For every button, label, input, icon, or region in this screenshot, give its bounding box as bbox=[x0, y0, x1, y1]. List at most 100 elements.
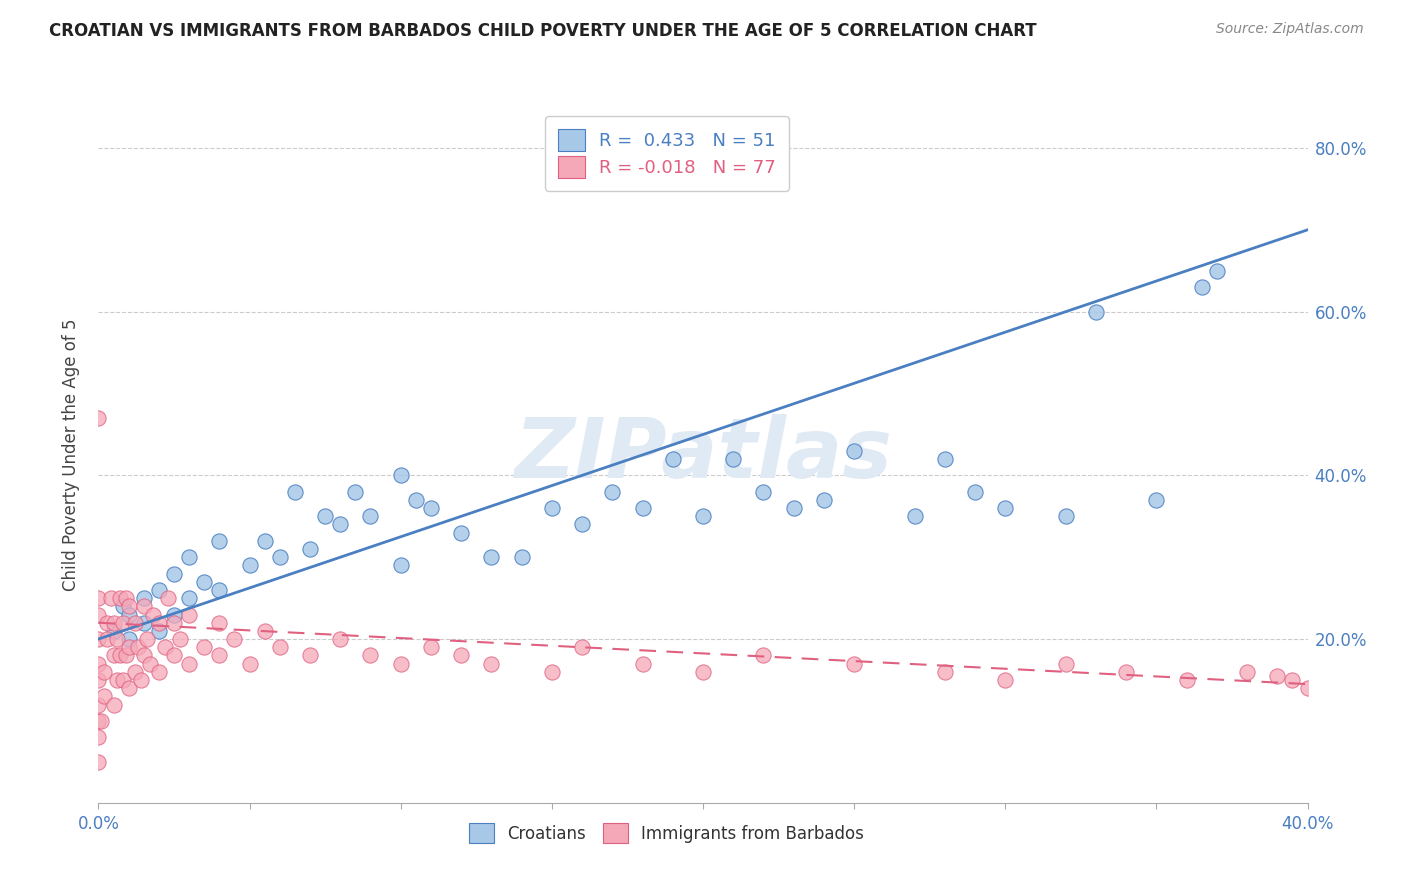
Point bbox=[1296, 681, 1319, 696]
Point bbox=[111, 615, 134, 630]
Point bbox=[114, 591, 136, 606]
Point bbox=[420, 501, 443, 516]
Point bbox=[87, 755, 110, 769]
Point bbox=[163, 648, 186, 663]
Point bbox=[87, 714, 110, 728]
Point bbox=[142, 607, 165, 622]
Point bbox=[389, 657, 412, 671]
Point bbox=[93, 665, 115, 679]
Point bbox=[844, 657, 866, 671]
Point bbox=[208, 648, 231, 663]
Point bbox=[179, 591, 201, 606]
Text: CROATIAN VS IMMIGRANTS FROM BARBADOS CHILD POVERTY UNDER THE AGE OF 5 CORRELATIO: CROATIAN VS IMMIGRANTS FROM BARBADOS CHI… bbox=[49, 22, 1036, 40]
Point bbox=[329, 517, 352, 532]
Point bbox=[124, 615, 146, 630]
Point bbox=[994, 673, 1017, 687]
Point bbox=[179, 607, 201, 622]
Point bbox=[224, 632, 246, 646]
Point bbox=[156, 591, 179, 606]
Point bbox=[93, 690, 115, 704]
Point bbox=[1191, 280, 1213, 294]
Point bbox=[103, 648, 125, 663]
Point bbox=[118, 607, 141, 622]
Point bbox=[450, 525, 472, 540]
Point bbox=[87, 657, 110, 671]
Point bbox=[87, 731, 110, 745]
Point bbox=[96, 632, 118, 646]
Point bbox=[1281, 673, 1303, 687]
Point bbox=[87, 591, 110, 606]
Point bbox=[208, 533, 231, 548]
Point bbox=[360, 509, 382, 524]
Point bbox=[299, 648, 322, 663]
Point bbox=[844, 443, 866, 458]
Point bbox=[163, 607, 186, 622]
Point bbox=[450, 648, 472, 663]
Point bbox=[129, 673, 152, 687]
Point bbox=[571, 517, 593, 532]
Point bbox=[239, 558, 262, 573]
Point bbox=[965, 484, 987, 499]
Point bbox=[163, 566, 186, 581]
Point bbox=[169, 632, 191, 646]
Point bbox=[1236, 665, 1258, 679]
Point bbox=[602, 484, 624, 499]
Point bbox=[118, 599, 141, 614]
Point bbox=[934, 452, 956, 467]
Point bbox=[139, 657, 162, 671]
Legend: R =  0.433   N = 51, R = -0.018   N = 77: R = 0.433 N = 51, R = -0.018 N = 77 bbox=[546, 116, 789, 191]
Point bbox=[111, 673, 134, 687]
Point bbox=[208, 582, 231, 597]
Point bbox=[87, 632, 110, 646]
Point bbox=[193, 574, 215, 589]
Point bbox=[571, 640, 593, 655]
Point bbox=[1144, 492, 1167, 507]
Point bbox=[752, 648, 775, 663]
Point bbox=[314, 509, 336, 524]
Point bbox=[132, 648, 155, 663]
Point bbox=[269, 550, 291, 565]
Point bbox=[389, 558, 412, 573]
Point bbox=[344, 484, 367, 499]
Y-axis label: Child Poverty Under the Age of 5: Child Poverty Under the Age of 5 bbox=[62, 318, 80, 591]
Point bbox=[96, 615, 118, 630]
Point bbox=[904, 509, 927, 524]
Point bbox=[994, 501, 1017, 516]
Point bbox=[329, 632, 352, 646]
Point bbox=[148, 615, 170, 630]
Point bbox=[148, 665, 170, 679]
Point bbox=[481, 550, 503, 565]
Point bbox=[420, 640, 443, 655]
Point bbox=[111, 599, 134, 614]
Point bbox=[87, 607, 110, 622]
Point bbox=[153, 640, 176, 655]
Point bbox=[723, 452, 745, 467]
Point bbox=[1085, 304, 1108, 318]
Point bbox=[253, 533, 276, 548]
Point bbox=[1115, 665, 1137, 679]
Point bbox=[540, 665, 562, 679]
Point bbox=[299, 542, 322, 557]
Point bbox=[179, 550, 201, 565]
Point bbox=[269, 640, 291, 655]
Point bbox=[90, 714, 112, 728]
Point bbox=[163, 615, 186, 630]
Point bbox=[87, 673, 110, 687]
Point bbox=[87, 411, 110, 425]
Point bbox=[103, 698, 125, 712]
Point bbox=[127, 640, 149, 655]
Point bbox=[179, 657, 201, 671]
Point bbox=[284, 484, 307, 499]
Point bbox=[1206, 264, 1229, 278]
Point bbox=[1175, 673, 1198, 687]
Point bbox=[1054, 657, 1077, 671]
Point bbox=[103, 615, 125, 630]
Point bbox=[105, 673, 128, 687]
Point bbox=[148, 582, 170, 597]
Point bbox=[239, 657, 262, 671]
Point bbox=[631, 657, 654, 671]
Point bbox=[132, 615, 155, 630]
Point bbox=[813, 492, 835, 507]
Point bbox=[100, 591, 122, 606]
Point bbox=[253, 624, 276, 638]
